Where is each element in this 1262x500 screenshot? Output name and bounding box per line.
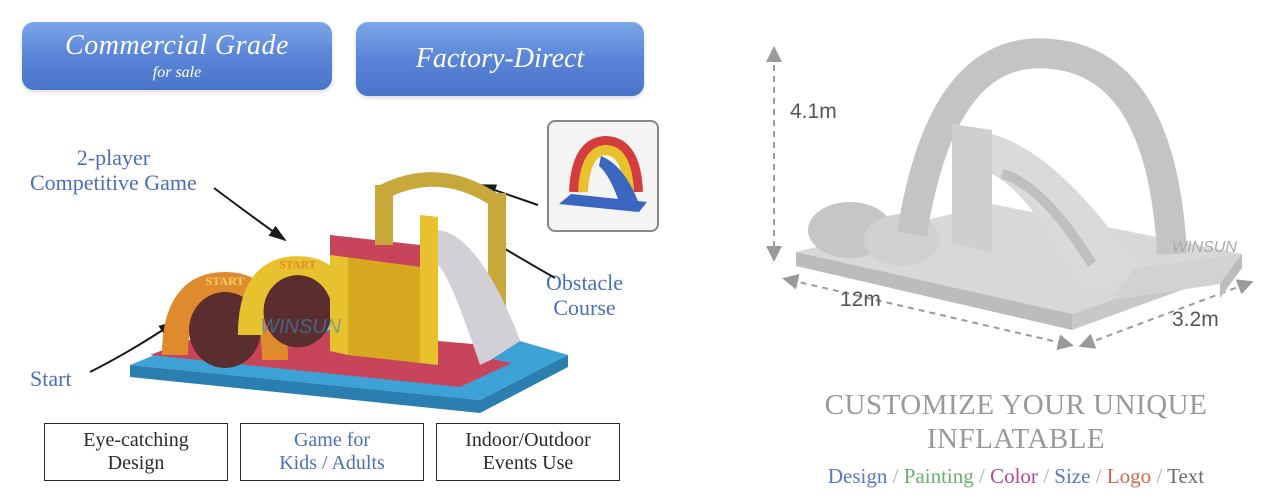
- feature-box-game: Game forKids / Adults: [240, 423, 424, 481]
- customize-options: Design / Painting / Color / Size / Logo …: [776, 464, 1256, 489]
- svg-text:WINSUN: WINSUN: [260, 316, 342, 338]
- customize-option: Size: [1054, 464, 1090, 488]
- customize-option: Logo: [1107, 464, 1151, 488]
- badge-title: Factory-Direct: [416, 43, 584, 75]
- dimension-length: 12m: [840, 288, 881, 312]
- svg-text:WINSUN: WINSUN: [1172, 239, 1237, 256]
- customize-option: Painting: [904, 464, 974, 488]
- thumbnail-slide-icon: [555, 132, 651, 220]
- dimension-width: 3.2m: [1172, 308, 1219, 332]
- svg-text:START: START: [279, 260, 316, 272]
- badge-commercial-grade: Commercial Grade for sale: [22, 22, 332, 90]
- customize-option: Text: [1167, 464, 1204, 488]
- feature-box-events: Indoor/OutdoorEvents Use: [436, 423, 620, 481]
- product-illustration-main: START START WINSUN: [120, 155, 570, 415]
- badge-subtitle: for sale: [22, 64, 332, 82]
- feature-box-design: Eye-catchingDesign: [44, 423, 228, 481]
- feature-boxes: Eye-catchingDesign Game forKids / Adults…: [44, 423, 620, 481]
- product-thumbnail-inset: [547, 120, 659, 232]
- badge-factory-direct: Factory-Direct: [356, 22, 644, 96]
- dimension-height: 4.1m: [790, 100, 837, 124]
- svg-text:START: START: [206, 274, 245, 288]
- customize-option: Color: [990, 464, 1038, 488]
- annotation-start: Start: [30, 366, 72, 391]
- badge-title: Commercial Grade: [22, 30, 332, 62]
- customize-heading: CUSTOMIZE YOUR UNIQUE INFLATABLE: [776, 388, 1256, 456]
- customize-option: Design: [828, 464, 888, 488]
